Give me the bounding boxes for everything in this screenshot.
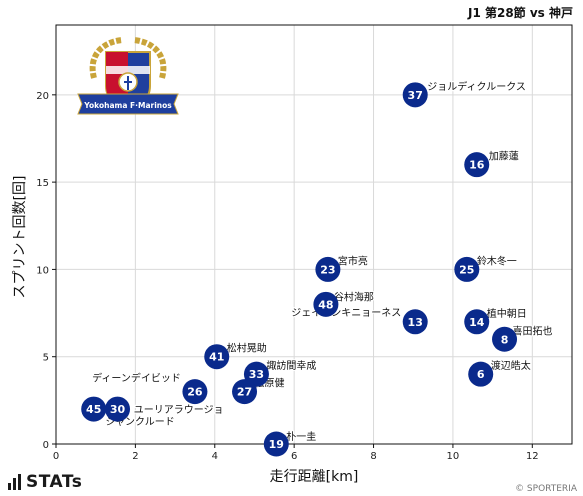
x-axis-label: 走行距離[km] (270, 468, 359, 485)
player-name-label: 加藤蓮 (489, 150, 519, 163)
player-name-label: 谷村海那 (334, 290, 374, 303)
player-point: 13 (402, 309, 428, 335)
player-name-label: 鈴木冬一 (477, 254, 517, 267)
x-axis-ticks: 0 2 4 6 8 10 12 (53, 444, 539, 462)
player-marker (243, 361, 269, 387)
player-point: 14 (464, 309, 490, 335)
player-point: 23 (315, 256, 341, 282)
player-number-label: 23 (320, 263, 335, 276)
player-name-label: ユーリアラウージョ (134, 404, 224, 416)
player-name-label: ジョルディクルークス (427, 80, 526, 93)
player-marker (492, 326, 518, 352)
player-number-label: 45 (86, 403, 101, 416)
player-number-label: 48 (318, 298, 333, 311)
x-tick-label: 12 (526, 451, 539, 462)
y-tick-label: 20 (36, 91, 49, 102)
y-axis-ticks: 0 5 10 15 20 (36, 91, 56, 451)
stats-brand: STATs (8, 472, 82, 492)
player-marker (464, 152, 490, 178)
player-marker (454, 256, 480, 282)
y-tick-label: 10 (36, 265, 49, 276)
player-name-label: 渡辺皓太 (491, 359, 531, 372)
player-marker (464, 309, 490, 335)
y-axis-label: スプリント回数[回] (12, 176, 28, 299)
player-number-label: 37 (408, 89, 423, 102)
player-marker (81, 396, 107, 422)
brand-name: STATs (26, 472, 83, 492)
player-number-label: 13 (408, 316, 423, 329)
player-point: 16 (464, 152, 490, 178)
stats-bars-icon (8, 474, 21, 490)
player-marker (204, 344, 230, 370)
x-tick-label: 10 (447, 451, 460, 462)
player-number-label: 41 (209, 351, 224, 364)
player-name-label: ディーンデイビッド (92, 372, 181, 385)
player-number-label: 16 (469, 159, 485, 172)
player-name-label: 朴一圭 (286, 430, 316, 443)
player-marker (402, 309, 428, 335)
player-number-label: 6 (477, 368, 485, 381)
player-number-label: 14 (469, 316, 485, 329)
player-marker (105, 396, 131, 422)
chart-title: J1 第28節 vs 神戸 (467, 5, 573, 20)
x-tick-label: 0 (53, 451, 59, 462)
player-marker (402, 82, 428, 108)
credit-text: © SPORTERIA (515, 484, 577, 494)
player-point: 37 (402, 82, 428, 108)
player-marker (232, 379, 258, 405)
player-number-label: 30 (110, 403, 126, 416)
x-tick-label: 6 (291, 451, 297, 462)
player-marker (313, 291, 339, 317)
player-point: 27 (232, 379, 258, 405)
player-name-label: 松村晃助 (227, 342, 267, 355)
player-point: 45 (81, 396, 107, 422)
player-number-label: 27 (237, 386, 252, 399)
player-point: 19 (263, 431, 289, 457)
y-tick-label: 5 (43, 353, 49, 364)
player-number-label: 26 (187, 386, 203, 399)
plot-area-frame (55, 24, 573, 445)
player-point: 41 (204, 344, 230, 370)
player-number-label: 8 (501, 333, 509, 346)
y-tick-label: 15 (36, 178, 49, 189)
player-marker (263, 431, 289, 457)
player-number-label: 19 (269, 438, 284, 451)
player-name-label: ジェイソンキニョーネス (291, 307, 401, 319)
player-point: 8 (492, 326, 518, 352)
point-markers: 37 16 23 25 48 13 14 8 41 33 6 26 27 45 30 19 (81, 82, 518, 457)
player-marker (468, 361, 494, 387)
y-tick-label: 0 (43, 440, 49, 451)
player-number-label: 33 (249, 368, 264, 381)
player-marker (315, 256, 341, 282)
x-tick-label: 8 (370, 451, 376, 462)
player-point: 30 (105, 396, 131, 422)
player-name-label: 喜田拓也 (513, 324, 553, 337)
x-tick-label: 2 (132, 451, 138, 462)
logo-text: Yokohama F·Marinos (83, 101, 172, 110)
player-point: 33 (243, 361, 269, 387)
player-number-label: 25 (459, 263, 474, 276)
player-point: 48 (313, 291, 339, 317)
club-logo: Yokohama F·Marinos (77, 37, 179, 115)
player-point: 6 (468, 361, 494, 387)
x-tick-label: 4 (212, 451, 218, 462)
player-name-label: 宮市亮 (338, 254, 368, 267)
player-marker (182, 379, 208, 405)
player-name-label: 諏訪間幸成 (266, 359, 316, 372)
player-name-label: 植中朝日 (487, 307, 527, 320)
player-point: 25 (454, 256, 480, 282)
player-point: 26 (182, 379, 208, 405)
